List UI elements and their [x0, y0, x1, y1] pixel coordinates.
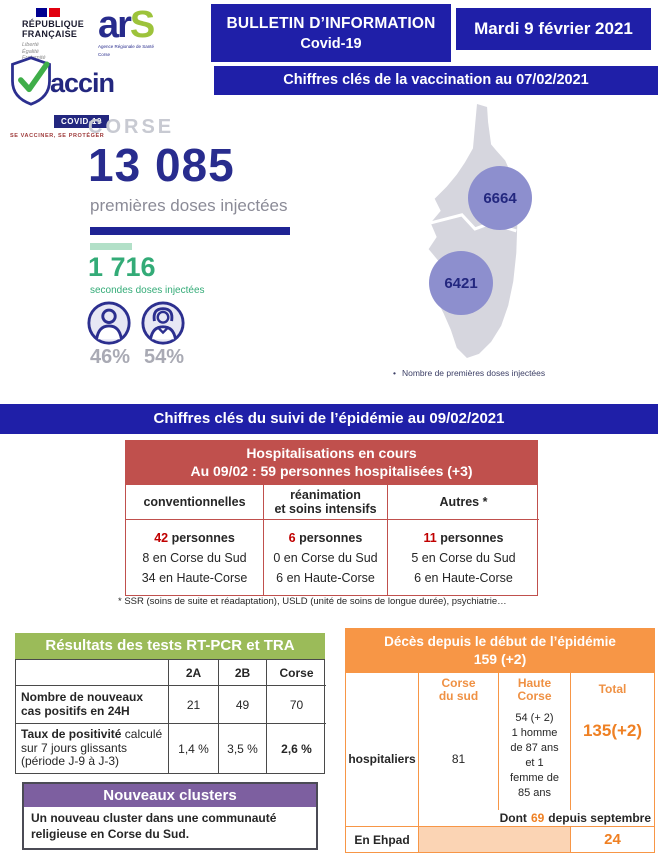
tests-row2-2a: 1,4 % [168, 723, 218, 773]
tests-table-title: Résultats des tests RT-PCR et TRA [15, 633, 325, 659]
first-doses-count: 13 085 [88, 139, 235, 191]
deaths-col-total: Total [570, 673, 654, 707]
badge-tagline: SE VACCINER, SE PROTÉGER [10, 133, 105, 139]
male-icon [86, 300, 132, 351]
hosp-col-autres: Autres * [387, 485, 539, 519]
hosp-south-0: 8 en Corse du Sud [142, 551, 247, 565]
deaths-note-spacer [346, 810, 418, 826]
hosp-cell-conventionnelles: 42 personnes 8 en Corse du Sud 34 en Hau… [126, 519, 263, 595]
female-percentage: 54% [144, 346, 185, 368]
clusters-text: Un nouveau cluster dans une communauté r… [31, 811, 277, 841]
haute-corse-bubble: 6664 [468, 166, 532, 230]
corsica-shape [428, 104, 518, 358]
hospitalisations-footnote: * SSR (soins de suite et réadaptation), … [118, 596, 507, 607]
ars-logo-s: S [129, 4, 155, 46]
bulletin-subtitle: Covid-19 [300, 35, 362, 52]
deaths-header: Décès depuis le début de l’épidémie 159 … [345, 628, 655, 672]
deaths-row-label: hospitaliers [348, 751, 416, 766]
tests-row1-2a: 21 [168, 685, 218, 723]
ehpad-label: En Ehpad [346, 826, 418, 852]
deaths-corner-cell [346, 673, 418, 707]
tests-corner-cell [16, 660, 168, 685]
clusters-box: Nouveaux clusters Un nouveau cluster dan… [22, 782, 318, 850]
vaccin-covid-badge: accin COVID-19 SE VACCINER, SE PROTÉGER [8, 56, 208, 139]
second-doses-bar [90, 243, 132, 250]
bulletin-title: BULLETIN D’INFORMATION [226, 14, 436, 32]
hospitalisations-subtitle: Au 09/02 : 59 personnes hospitalisées (+… [190, 463, 473, 479]
ehpad-value: 24 [570, 826, 654, 852]
rf-name-line1: RÉPUBLIQUE [22, 19, 85, 29]
badge-name: accin [50, 68, 115, 98]
deaths-corse-du-sud-value: 81 [418, 707, 498, 810]
tests-col-corse: Corse [266, 660, 326, 685]
deaths-col-corse-du-sud: Corse du sud [418, 673, 498, 707]
tests-row2-corse: 2,6 % [266, 723, 326, 773]
hosp-count-2: 11 [423, 531, 437, 545]
deaths-table: Corse du sud Haute Corse Total hospitali… [345, 672, 655, 853]
hosp-south-2: 5 en Corse du Sud [411, 551, 516, 565]
rf-name-line2: FRANÇAISE [22, 29, 78, 39]
ehpad-shaded-cell [418, 826, 570, 852]
hosp-col-conventionnelles: conventionnelles [143, 495, 246, 509]
republique-francaise-logo: RÉPUBLIQUE FRANÇAISE Liberté Égalité Fra… [22, 8, 92, 62]
check-icon [18, 61, 50, 93]
deaths-col-haute-corse: Haute Corse [498, 673, 570, 707]
first-doses-bar [90, 227, 290, 235]
clusters-title: Nouveaux clusters [24, 784, 316, 807]
map-legend-text: Nombre de premières doses injectées [401, 368, 546, 378]
hosp-cell-reanimation: 6 personnes 0 en Corse du Sud 6 en Haute… [263, 519, 387, 595]
ars-subtitle-2: Corse [98, 51, 111, 57]
first-doses-label: premières doses injectées [90, 196, 288, 215]
epidemic-banner: Chiffres clés du suivi de l’épidémie au … [0, 404, 658, 434]
deaths-haute-corse-value: 54 (+ 2) 1 homme de 87 ans et 1 femme de… [498, 707, 570, 810]
ars-logo: arS Agence Régionale de Santé Corse [98, 6, 188, 57]
badge-covid-label: COVID-19 [54, 115, 109, 128]
tests-col-2b: 2B [218, 660, 266, 685]
female-icon [140, 300, 186, 351]
hosp-col-reanimation: réanimation et soins intensifs [263, 485, 387, 519]
region-label: CORSE [88, 116, 175, 138]
corsica-map [416, 102, 540, 366]
deaths-total-count: 159 (+2) [473, 650, 527, 667]
hosp-north-2: 6 en Haute-Corse [414, 571, 513, 585]
french-flag-icon [36, 8, 92, 17]
bullet-icon: • [393, 368, 396, 378]
hospitalisations-title: Hospitalisations en cours [246, 445, 417, 461]
tests-row1-label: Nombre de nouveaux cas positifs en 24H [16, 685, 168, 723]
tests-table: 2A 2B Corse Nombre de nouveaux cas posit… [15, 659, 326, 774]
tests-row2-label: Taux de positivité calculé sur 7 jours g… [16, 723, 168, 773]
hospitalisations-table: conventionnelles réanimation et soins in… [125, 484, 539, 596]
ars-subtitle-1: Agence Régionale de Santé [98, 44, 155, 49]
bulletin-title-box: BULLETIN D’INFORMATION Covid-19 [211, 4, 451, 62]
hosp-count-0: 42 [154, 531, 169, 545]
hosp-cell-autres: 11 personnes 5 en Corse du Sud 6 en Haut… [387, 519, 539, 595]
hosp-south-1: 0 en Corse du Sud [273, 551, 378, 565]
tests-row1-2b: 49 [218, 685, 266, 723]
vaccination-banner: Chiffres clés de la vaccination au 07/02… [214, 66, 658, 95]
bulletin-date: Mardi 9 février 2021 [456, 8, 651, 50]
hosp-north-1: 6 en Haute-Corse [276, 571, 375, 585]
tests-row1-corse: 70 [266, 685, 326, 723]
ars-logo-ar: ar [98, 4, 132, 46]
second-doses-label: secondes doses injectées [90, 285, 205, 296]
deaths-note-number: 69 [530, 811, 545, 825]
corse-du-sud-bubble: 6421 [429, 251, 493, 315]
deaths-title: Décès depuis le début de l’épidémie [384, 633, 616, 649]
male-percentage: 46% [90, 346, 131, 368]
hosp-count-1: 6 [288, 531, 296, 545]
hosp-north-0: 34 en Haute-Corse [141, 571, 248, 585]
shield-icon [8, 56, 54, 111]
tests-row2-2b: 3,5 % [218, 723, 266, 773]
second-doses-count: 1 716 [88, 252, 156, 282]
tests-col-2a: 2A [168, 660, 218, 685]
deaths-total-value: 135(+2) [570, 707, 654, 810]
deaths-note: Dont 69 depuis septembre [418, 810, 654, 826]
hospitalisations-header: Hospitalisations en cours Au 09/02 : 59 … [125, 440, 538, 484]
